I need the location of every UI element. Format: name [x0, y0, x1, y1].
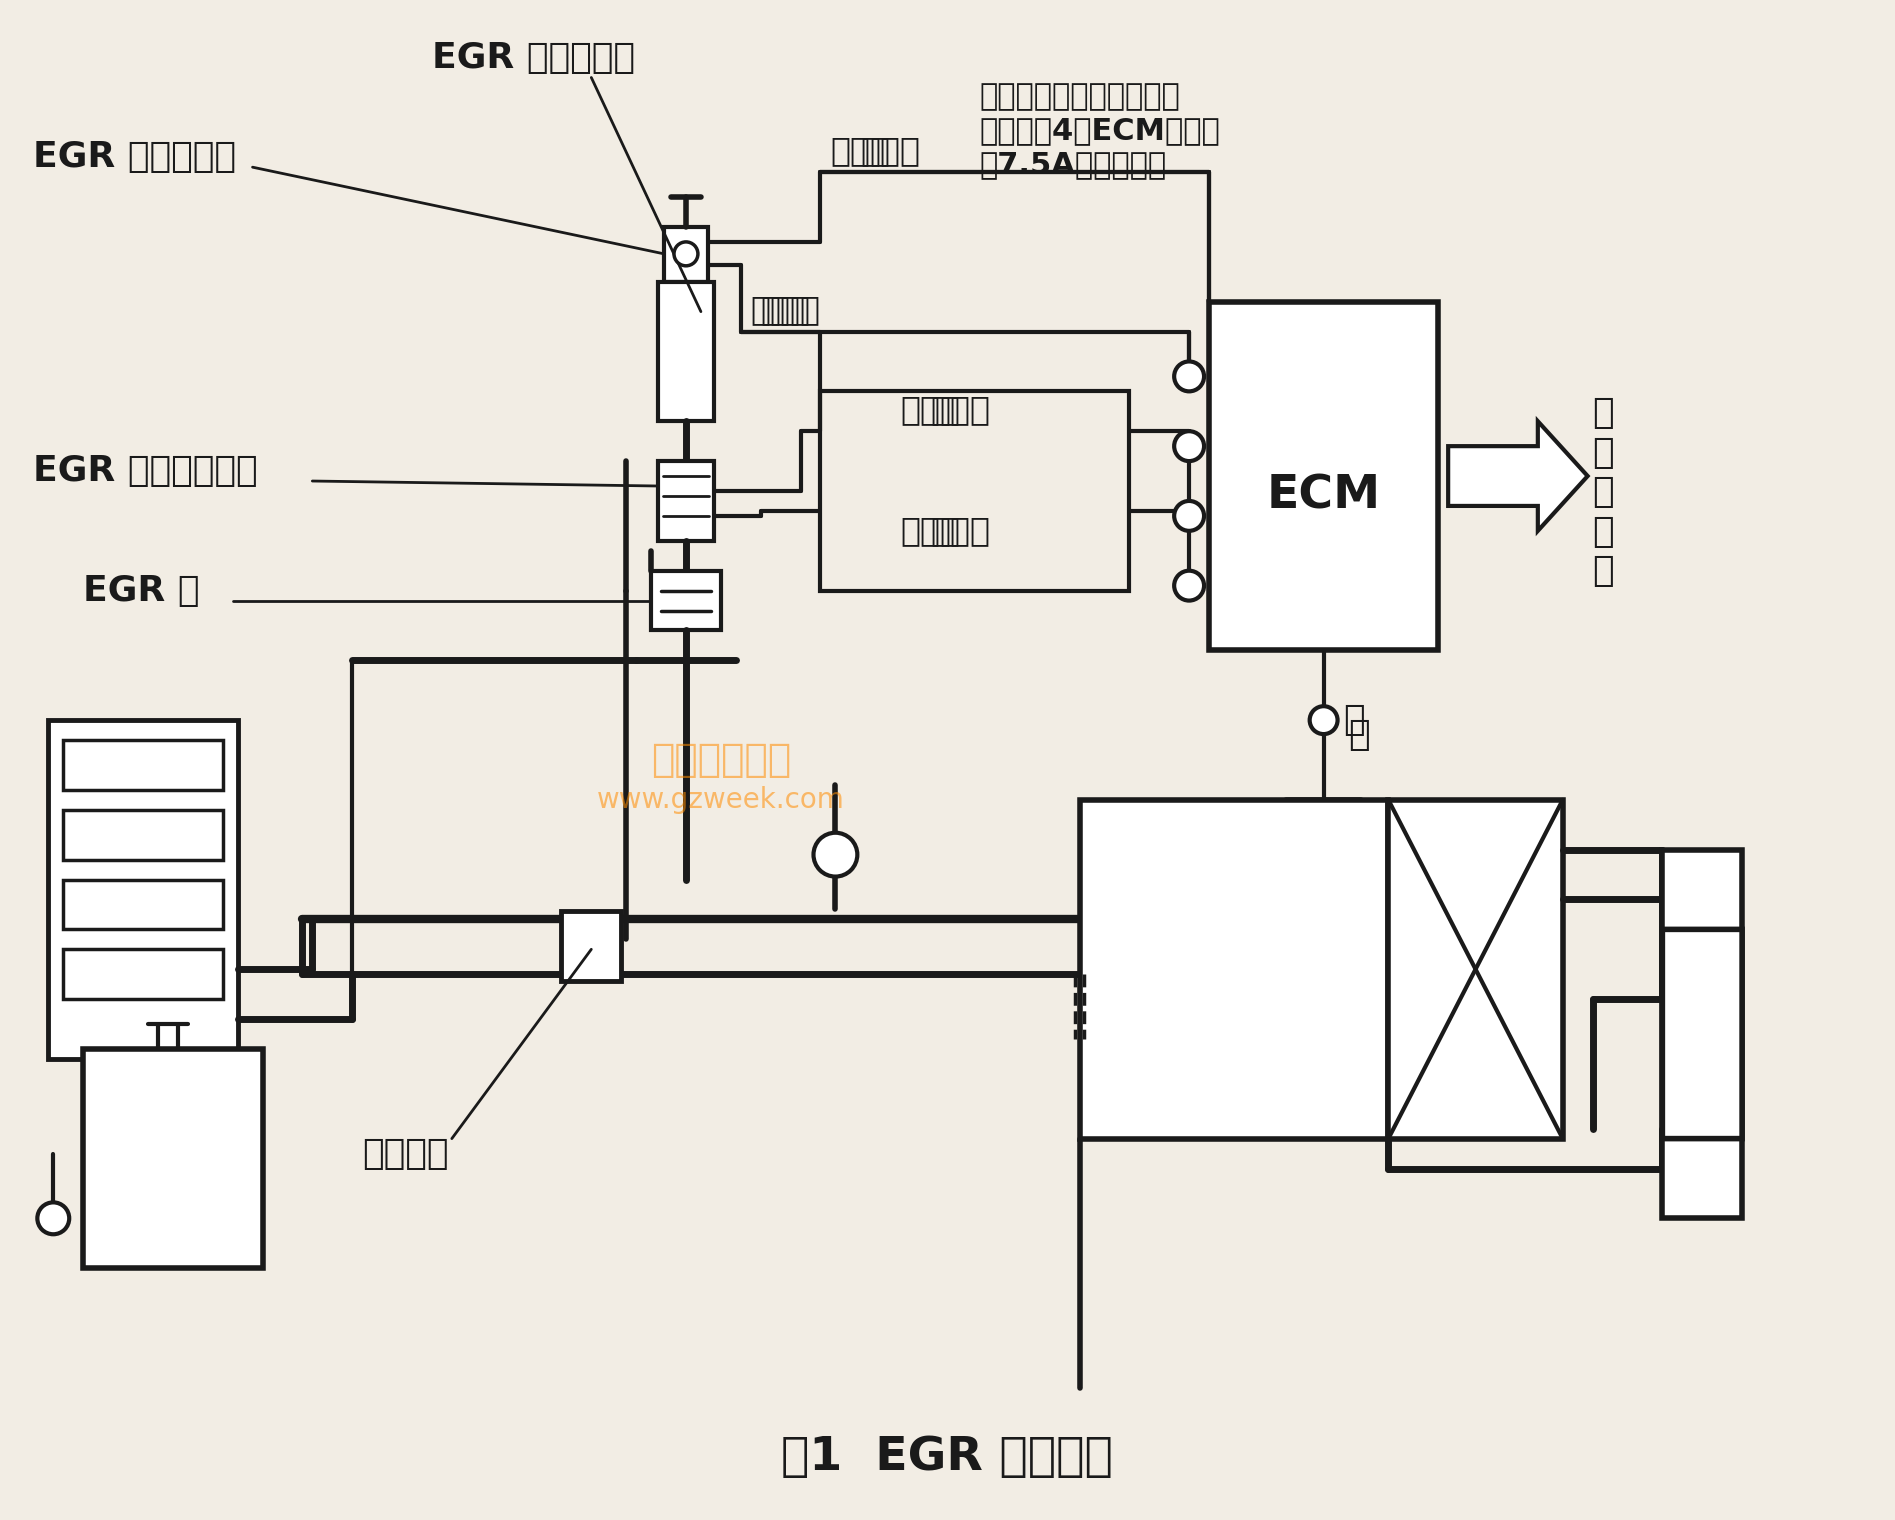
Bar: [658, 461, 714, 541]
Bar: [658, 281, 714, 421]
Circle shape: [1309, 707, 1338, 734]
Bar: [1662, 850, 1742, 1219]
Text: 图1  EGR 控制系统: 图1 EGR 控制系统: [781, 1435, 1112, 1480]
Bar: [663, 226, 709, 281]
Text: 绿／蓝: 绿／蓝: [900, 514, 961, 547]
Text: 黄／蓝: 黄／蓝: [750, 293, 811, 327]
Bar: [63, 810, 222, 860]
Bar: [1389, 800, 1563, 1138]
Text: EGR 阀: EGR 阀: [83, 573, 199, 608]
Bar: [47, 720, 237, 1059]
Text: 接仪表板下保险丝／继电
器盒内的4号ECM保险丝
（7.5A）进气歧管: 接仪表板下保险丝／继电 器盒内的4号ECM保险丝 （7.5A）进气歧管: [980, 82, 1220, 179]
Text: 白／黑: 白／黑: [930, 392, 989, 426]
Text: 各
种
传
感
器: 各 种 传 感 器: [1592, 397, 1613, 588]
Bar: [63, 740, 222, 790]
Bar: [652, 570, 720, 631]
Bar: [1080, 800, 1389, 1138]
Bar: [63, 880, 222, 929]
Circle shape: [1175, 502, 1203, 530]
Text: EGR 阀提升传感器: EGR 阀提升传感器: [34, 454, 258, 488]
Text: 精品维修下载: 精品维修下载: [650, 742, 790, 778]
Text: 黑: 黑: [1349, 717, 1370, 752]
Text: www.gzweek.com: www.gzweek.com: [597, 786, 845, 813]
Text: 黑: 黑: [1344, 704, 1364, 737]
FancyBboxPatch shape: [1662, 929, 1742, 1138]
Text: 黑／黄: 黑／黄: [830, 134, 891, 167]
Text: EGR 真空控制阀: EGR 真空控制阀: [432, 41, 635, 74]
Text: 绿／蓝: 绿／蓝: [930, 514, 989, 547]
Polygon shape: [1448, 421, 1588, 530]
Bar: [83, 1049, 263, 1268]
Text: 白／黑: 白／黑: [900, 392, 961, 426]
Circle shape: [1175, 432, 1203, 461]
Bar: [1209, 301, 1438, 651]
Text: ECM: ECM: [1266, 473, 1381, 518]
Circle shape: [38, 1202, 70, 1234]
Circle shape: [675, 242, 697, 266]
Circle shape: [1175, 570, 1203, 600]
Circle shape: [1175, 362, 1203, 391]
Text: 黑／黄: 黑／黄: [860, 134, 921, 167]
Bar: [63, 950, 222, 999]
Text: EGR 控制电磁阀: EGR 控制电磁阀: [34, 140, 237, 175]
Bar: [821, 391, 1129, 591]
Bar: [561, 912, 622, 982]
Circle shape: [813, 833, 857, 877]
Text: 进气歧管: 进气歧管: [362, 1137, 449, 1170]
Text: 黄／蓝: 黄／蓝: [760, 293, 821, 327]
